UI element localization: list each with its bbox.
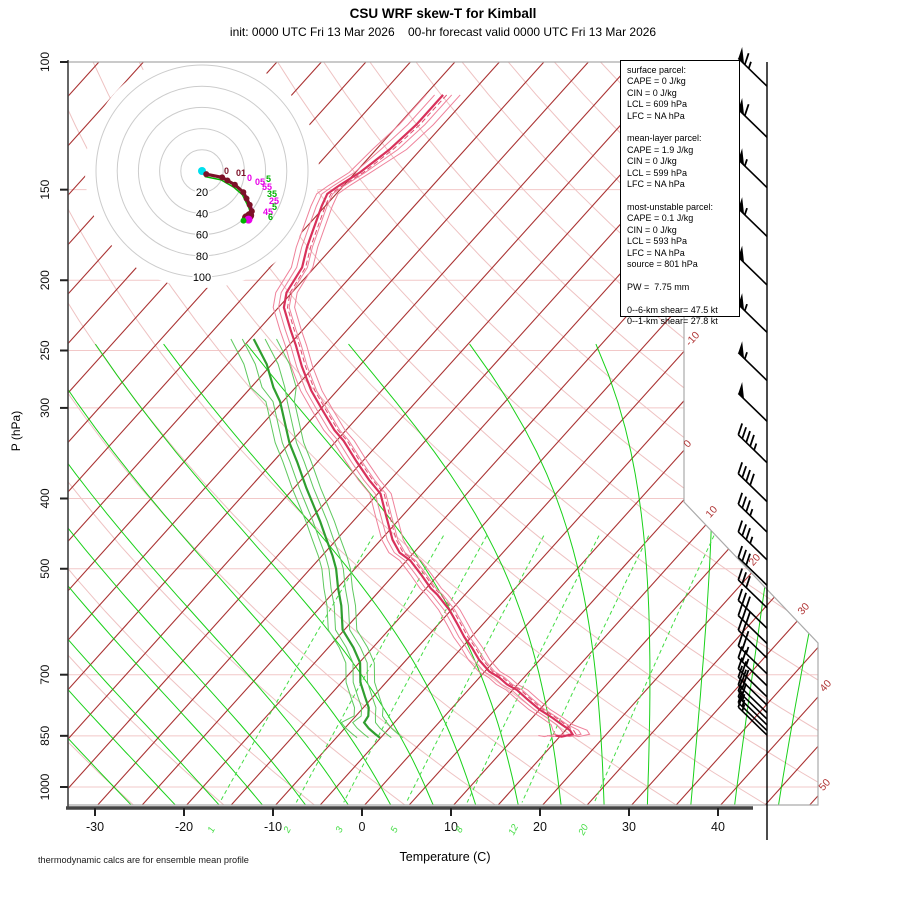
hodograph-height-label: 01 bbox=[236, 168, 246, 178]
hodograph-height-label: 0 bbox=[224, 166, 229, 176]
info-box-line: LCL = 609 hPa bbox=[627, 99, 687, 110]
info-box-line: LCL = 599 hPa bbox=[627, 167, 687, 178]
pressure-tick-label: 700 bbox=[38, 664, 52, 684]
wind-barbs bbox=[737, 46, 768, 840]
pressure-tick-label: 200 bbox=[38, 270, 52, 290]
isotherm-edge-label: 10 bbox=[703, 504, 720, 521]
mixing-ratio-label: 12 bbox=[506, 822, 521, 837]
hodograph-height-label: 5 bbox=[272, 202, 277, 212]
pressure-tick-label: 400 bbox=[38, 488, 52, 508]
info-box-line: LFC = NA hPa bbox=[627, 110, 685, 121]
page-title: CSU WRF skew-T for Kimball bbox=[349, 6, 537, 21]
temperature-tick-label: 40 bbox=[711, 820, 725, 834]
hodograph-height-label: 55 bbox=[262, 182, 272, 192]
temperature-tick-label: 0 bbox=[359, 820, 366, 834]
temperature-tick-label: 20 bbox=[533, 820, 547, 834]
profile-traces bbox=[230, 94, 591, 739]
temperature-tick-label: 30 bbox=[622, 820, 636, 834]
page-subtitle: init: 0000 UTC Fri 13 Mar 2026 00-hr for… bbox=[229, 25, 657, 39]
hodograph-height-label: 45 bbox=[263, 207, 273, 217]
info-box-line: mean-layer parcel: bbox=[627, 133, 702, 144]
pressure-tick-label: 150 bbox=[38, 179, 52, 199]
pressure-tick-label: 1000 bbox=[38, 773, 52, 800]
y-axis-label: P (hPa) bbox=[9, 410, 23, 452]
mixing-ratio-label: 20 bbox=[576, 822, 591, 838]
hodograph-height-label: 0 bbox=[247, 173, 252, 183]
x-axis-label: Temperature (C) bbox=[399, 850, 491, 864]
pressure-tick-label: 250 bbox=[38, 340, 52, 360]
svg-text:60: 60 bbox=[196, 230, 208, 242]
info-box-line: LCL = 593 hPa bbox=[627, 236, 687, 247]
info-box-line: CIN = 0 J/kg bbox=[627, 224, 677, 235]
isotherm-edge-label: 50 bbox=[816, 777, 833, 794]
parcel-info-box: surface parcel: CAPE = 0 J/kg CIN = 0 J/kg… bbox=[620, 60, 740, 326]
info-box-line: PW = 7.75 mm bbox=[627, 281, 690, 292]
info-box-line bbox=[627, 122, 739, 133]
info-box-line bbox=[627, 270, 739, 281]
isotherm-edge-label: 0 bbox=[681, 438, 694, 450]
temperature-tick-label: -30 bbox=[86, 820, 104, 834]
hodograph-height-label: 25 bbox=[269, 196, 279, 206]
footer-note: thermodynamic calcs are for ensemble mea… bbox=[38, 855, 249, 865]
info-box-line: LFC = NA hPa bbox=[627, 247, 685, 258]
pressure-tick-label: 500 bbox=[38, 558, 52, 578]
info-box-line: CAPE = 0.1 J/kg bbox=[627, 213, 694, 224]
info-box-line: 0--6-km shear= 47.5 kt bbox=[627, 304, 718, 315]
info-box-line: CIN = 0 J/kg bbox=[627, 156, 677, 167]
svg-text:40: 40 bbox=[196, 208, 208, 220]
temperature-tick-label: 10 bbox=[444, 820, 458, 834]
info-box-line: most-unstable parcel: bbox=[627, 201, 714, 212]
info-box-line: CIN = 0 J/kg bbox=[627, 87, 677, 98]
mixing-ratio-label: 2 bbox=[281, 824, 294, 835]
info-box-line: source = 801 hPa bbox=[627, 258, 698, 269]
info-box-line: CAPE = 0 J/kg bbox=[627, 76, 686, 87]
pressure-tick-label: 100 bbox=[38, 52, 52, 72]
hodograph-height-label: 35 bbox=[267, 189, 277, 199]
pressure-tick-label: 850 bbox=[38, 725, 52, 745]
svg-text:80: 80 bbox=[196, 251, 208, 263]
info-box-line: LFC = NA hPa bbox=[627, 179, 685, 190]
hodograph-height-label: 6 bbox=[268, 212, 273, 222]
mixing-ratio-label: 8 bbox=[454, 824, 467, 834]
isotherm-edge-label: 30 bbox=[795, 601, 812, 618]
temperature-tick-label: -10 bbox=[264, 820, 282, 834]
hodograph-height-label: 05 bbox=[255, 177, 265, 187]
info-box-line bbox=[627, 190, 739, 201]
mixing-ratio-label: 3 bbox=[334, 824, 347, 834]
svg-text:100: 100 bbox=[193, 272, 211, 284]
pressure-tick-label: 300 bbox=[38, 398, 52, 418]
isotherm-edge-label: 40 bbox=[817, 678, 834, 695]
hodograph-height-label: 5 bbox=[266, 174, 271, 184]
mixing-ratio-label: 1 bbox=[206, 825, 218, 835]
mixing-ratio-label: 5 bbox=[389, 824, 402, 834]
info-box-line: surface parcel: bbox=[627, 65, 687, 75]
svg-text:20: 20 bbox=[196, 187, 208, 199]
info-box-line: 0--1-km shear= 27.8 kt bbox=[627, 315, 718, 326]
isotherm-edge-label: -10 bbox=[683, 329, 702, 348]
info-box-line bbox=[627, 293, 739, 304]
info-box-line: CAPE = 1.9 J/kg bbox=[627, 144, 694, 155]
temperature-tick-label: -20 bbox=[175, 820, 193, 834]
